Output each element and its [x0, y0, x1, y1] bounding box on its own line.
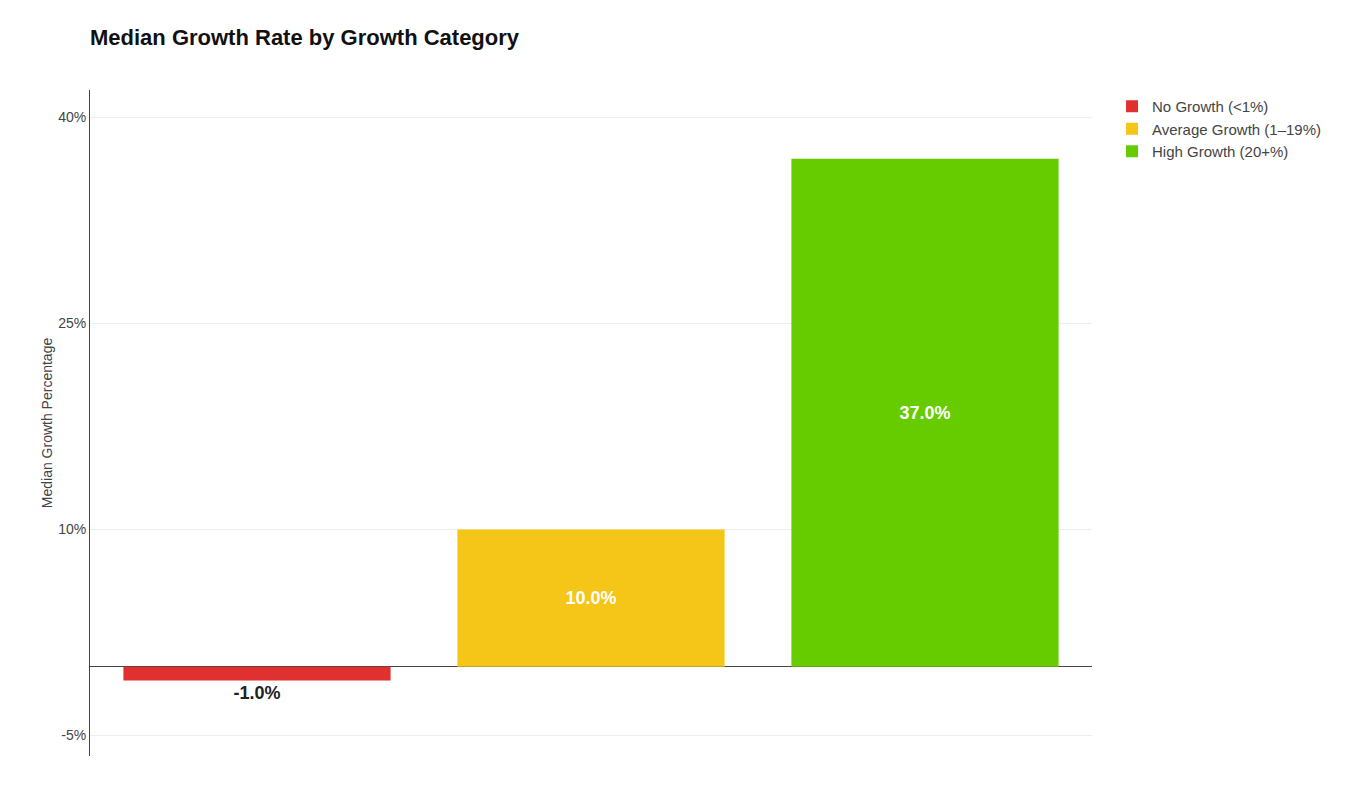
svg-text:Median Growth Rate by Growth C: Median Growth Rate by Growth Category [90, 25, 520, 50]
svg-text:High Growth (20+%): High Growth (20+%) [1152, 143, 1288, 160]
svg-text:40%: 40% [58, 109, 86, 125]
svg-text:37.0%: 37.0% [899, 403, 950, 423]
svg-text:25%: 25% [58, 315, 86, 331]
svg-text:10%: 10% [58, 521, 86, 537]
svg-text:-5%: -5% [61, 727, 86, 743]
svg-text:-1.0%: -1.0% [233, 683, 280, 703]
svg-text:No Growth (<1%): No Growth (<1%) [1152, 98, 1268, 115]
svg-text:Median Growth Percentage: Median Growth Percentage [39, 338, 55, 509]
svg-text:10.0%: 10.0% [565, 588, 616, 608]
svg-text:Average Growth (1–19%): Average Growth (1–19%) [1152, 121, 1321, 138]
